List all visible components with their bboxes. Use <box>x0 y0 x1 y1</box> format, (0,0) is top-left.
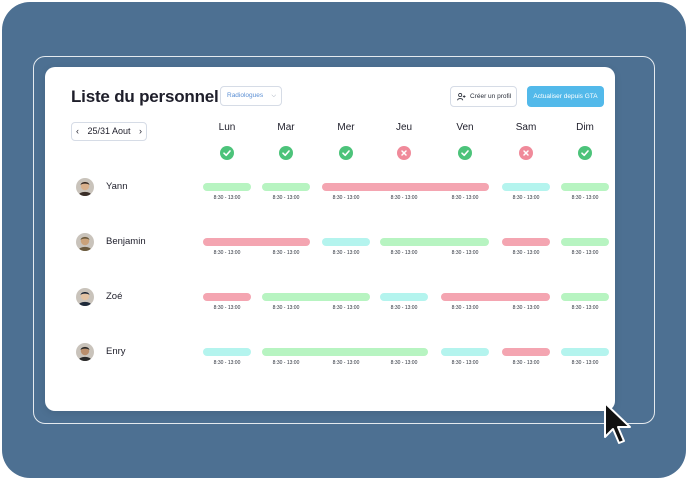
shift-bar[interactable] <box>561 238 609 246</box>
check-circle-icon <box>220 146 234 160</box>
shift-bar[interactable] <box>441 348 489 356</box>
check-circle-icon <box>339 146 353 160</box>
day-header-mar: Mar <box>277 122 295 133</box>
staff-name: Benjamin <box>106 236 146 247</box>
add-user-icon <box>457 93 466 101</box>
create-profile-label: Créer un profil <box>470 93 512 100</box>
chevron-left-icon[interactable]: ‹ <box>76 126 79 136</box>
shift-time-label: 8:30 - 13:00 <box>390 250 418 256</box>
shift-time-label: 8:30 - 13:00 <box>451 195 479 201</box>
date-range-label: 25/31 Aout <box>87 126 131 136</box>
shift-time-label: 8:30 - 13:00 <box>213 305 241 311</box>
shift-time-label: 8:30 - 13:00 <box>390 305 418 311</box>
day-header-mer: Mer <box>337 122 355 133</box>
avatar <box>76 288 94 306</box>
shift-time-label: 8:30 - 13:00 <box>213 360 241 366</box>
shift-time-label: 8:30 - 13:00 <box>332 360 360 366</box>
shift-time-label: 8:30 - 13:00 <box>512 305 540 311</box>
shift-bar[interactable] <box>441 293 550 301</box>
shift-time-label: 8:30 - 13:00 <box>332 195 360 201</box>
avatar <box>76 178 94 196</box>
shift-bar[interactable] <box>502 238 550 246</box>
shift-time-label: 8:30 - 13:00 <box>451 250 479 256</box>
shift-bar[interactable] <box>203 183 251 191</box>
staff-name: Zoé <box>106 291 123 302</box>
shift-time-label: 8:30 - 13:00 <box>272 195 300 201</box>
cross-circle-icon <box>397 146 411 160</box>
check-circle-icon <box>578 146 592 160</box>
shift-time-label: 8:30 - 13:00 <box>390 360 418 366</box>
department-select[interactable]: Radiologues ⌵ <box>220 86 282 106</box>
check-circle-icon <box>279 146 293 160</box>
update-from-gta-button[interactable]: Actualiser depuis GTA <box>527 86 604 107</box>
shift-time-label: 8:30 - 13:00 <box>332 250 360 256</box>
shift-bar[interactable] <box>262 293 370 301</box>
day-header-jeu: Jeu <box>395 122 413 133</box>
shift-time-label: 8:30 - 13:00 <box>272 305 300 311</box>
shift-bar[interactable] <box>322 183 489 191</box>
shift-time-label: 8:30 - 13:00 <box>512 250 540 256</box>
avatar <box>76 233 94 251</box>
check-circle-icon <box>458 146 472 160</box>
shift-bar[interactable] <box>502 348 550 356</box>
shift-time-label: 8:30 - 13:00 <box>451 360 479 366</box>
shift-time-label: 8:30 - 13:00 <box>571 250 599 256</box>
shift-time-label: 8:30 - 13:00 <box>571 360 599 366</box>
create-profile-button[interactable]: Créer un profil <box>450 86 517 107</box>
shift-time-label: 8:30 - 13:00 <box>213 195 241 201</box>
shift-bar[interactable] <box>203 238 310 246</box>
staff-name: Enry <box>106 346 126 357</box>
shift-bar[interactable] <box>380 238 489 246</box>
shift-bar[interactable] <box>262 183 310 191</box>
chevron-right-icon[interactable]: › <box>139 126 142 136</box>
shift-time-label: 8:30 - 13:00 <box>332 305 360 311</box>
cross-circle-icon <box>519 146 533 160</box>
shift-bar[interactable] <box>561 348 609 356</box>
day-header-ven: Ven <box>456 122 474 133</box>
day-header-sam: Sam <box>515 122 537 133</box>
shift-time-label: 8:30 - 13:00 <box>272 360 300 366</box>
page-title: Liste du personnel <box>71 87 219 106</box>
avatar <box>76 343 94 361</box>
shift-bar[interactable] <box>262 348 428 356</box>
chevron-down-icon: ⌵ <box>271 93 276 99</box>
department-select-value: Radiologues <box>227 92 264 99</box>
date-range-navigator: ‹ 25/31 Aout › <box>71 122 147 141</box>
shift-time-label: 8:30 - 13:00 <box>451 305 479 311</box>
shift-bar[interactable] <box>203 293 251 301</box>
staff-name: Yann <box>106 181 128 192</box>
shift-time-label: 8:30 - 13:00 <box>512 360 540 366</box>
shift-bar[interactable] <box>502 183 550 191</box>
mouse-pointer-icon <box>604 402 631 444</box>
shift-bar[interactable] <box>380 293 428 301</box>
shift-time-label: 8:30 - 13:00 <box>272 250 300 256</box>
shift-time-label: 8:30 - 13:00 <box>512 195 540 201</box>
shift-time-label: 8:30 - 13:00 <box>571 305 599 311</box>
shift-bar[interactable] <box>561 293 609 301</box>
shift-bar[interactable] <box>322 238 370 246</box>
shift-time-label: 8:30 - 13:00 <box>390 195 418 201</box>
shift-time-label: 8:30 - 13:00 <box>571 195 599 201</box>
staff-schedule-panel: Liste du personnel Radiologues ⌵ Créer u… <box>45 67 615 411</box>
shift-time-label: 8:30 - 13:00 <box>213 250 241 256</box>
day-header-lun: Lun <box>218 122 236 133</box>
shift-bar[interactable] <box>203 348 251 356</box>
day-header-dim: Dim <box>576 122 594 133</box>
shift-bar[interactable] <box>561 183 609 191</box>
frame-outline <box>33 56 655 424</box>
